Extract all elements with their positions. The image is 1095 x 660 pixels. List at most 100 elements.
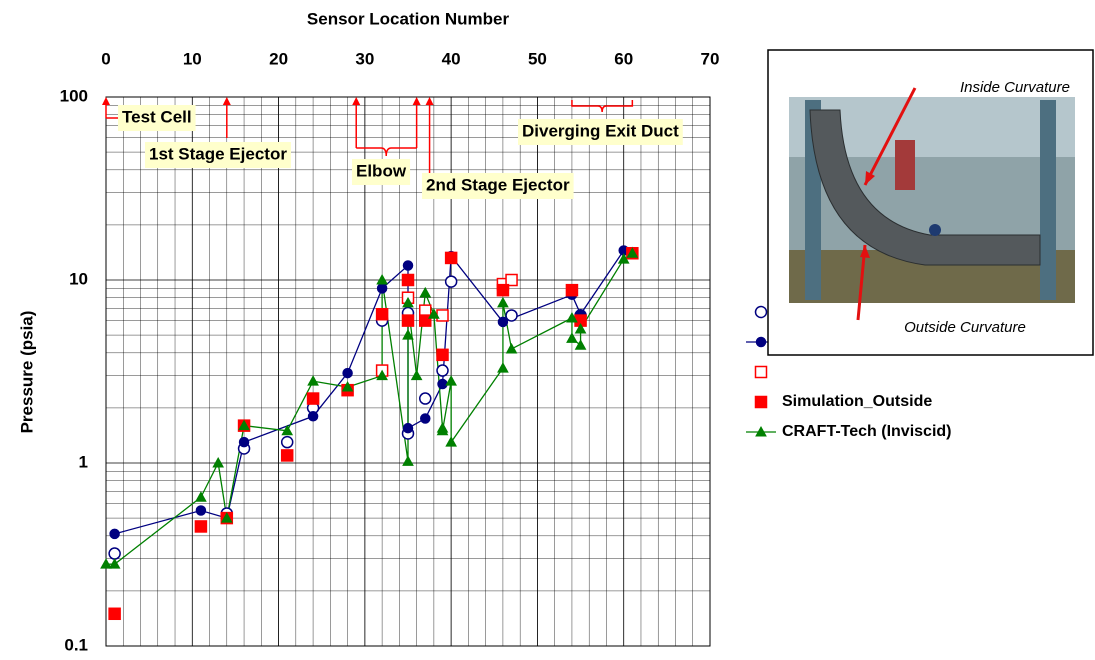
point [376, 283, 388, 294]
x-tick-label: 10 [183, 49, 202, 68]
annotation-box [518, 119, 683, 145]
y-axis-label: Pressure (psia) [17, 311, 36, 434]
point [410, 369, 423, 381]
point [238, 436, 250, 448]
point [497, 296, 509, 308]
point [401, 273, 415, 287]
photo-arrowhead [860, 245, 870, 258]
point [376, 369, 388, 381]
point [100, 558, 112, 569]
legend-marker [754, 365, 768, 379]
photo-label: Outside Curvature [904, 319, 1026, 336]
annotation-bracket [571, 100, 634, 113]
photo-post [1040, 100, 1056, 300]
annotation: Test Cell [122, 107, 192, 126]
y-tick-label: 1 [79, 452, 88, 471]
point [212, 456, 225, 468]
photo-label: Inside Curvature [960, 79, 1070, 96]
x-tick-label: 30 [355, 49, 374, 68]
legend-marker [755, 425, 767, 437]
point [402, 422, 414, 434]
point [617, 253, 630, 264]
point [496, 283, 510, 297]
annotation-arrowhead [412, 97, 421, 105]
point [505, 273, 518, 287]
point [436, 348, 449, 362]
annotation-arrowhead [222, 97, 231, 105]
point [195, 491, 207, 502]
y-tick-label: 10 [69, 269, 88, 288]
plot [100, 245, 639, 621]
point [436, 309, 449, 322]
point [109, 528, 120, 540]
photo-valve [929, 224, 941, 236]
annotation-arrowhead [425, 97, 434, 105]
point [280, 435, 294, 449]
point [566, 332, 578, 343]
annotation-box [422, 173, 574, 199]
annotations: Test Cell 1st Stage Ejector Elbow 2nd Stage… [102, 97, 683, 199]
point [497, 362, 509, 373]
point [436, 424, 449, 436]
point [436, 364, 449, 377]
x-tick-label: 60 [614, 49, 633, 68]
annotation: Diverging Exit Duct [522, 121, 679, 140]
point [505, 342, 518, 354]
annotation-bracket [356, 147, 417, 157]
point [307, 411, 319, 422]
point [402, 455, 414, 466]
point [220, 512, 233, 523]
x-tick-label: 0 [101, 49, 110, 68]
x-tick-label: 50 [528, 49, 547, 68]
legend-marker [754, 395, 768, 409]
legend-label: CRAFT-Tech (Inviscid) [782, 423, 952, 440]
annotation-arrowhead [352, 97, 361, 105]
point [419, 314, 432, 327]
point [401, 314, 415, 327]
x-tick-label: 40 [442, 49, 461, 68]
point [419, 392, 432, 405]
photo-valve [895, 140, 915, 190]
point [108, 558, 121, 569]
point [437, 378, 448, 390]
point [419, 286, 432, 298]
plot-border [105, 96, 711, 647]
point [626, 247, 639, 258]
legend-marker [754, 305, 768, 319]
point [108, 547, 121, 560]
point [195, 505, 207, 516]
point [307, 375, 319, 386]
point [402, 296, 414, 308]
point [565, 283, 579, 297]
point [194, 520, 208, 533]
point [342, 367, 353, 379]
point [574, 339, 587, 350]
annotation-box [118, 105, 196, 131]
point [566, 311, 578, 323]
point [375, 307, 389, 321]
grid: 0 10 20 30 40 50 60 70 100 10 1 0.1 [60, 49, 720, 654]
annotation-arrowhead [102, 97, 110, 105]
y-tick-label: 0.1 [64, 635, 88, 654]
y-tick-label: 100 [60, 86, 88, 105]
point [505, 309, 518, 322]
photo-pipe [809, 109, 1041, 266]
annotation-box [145, 142, 291, 168]
annotation-box [352, 159, 411, 185]
annotation: 1st Stage Ejector [149, 144, 287, 163]
annotation: Elbow [356, 161, 407, 180]
point [238, 419, 250, 431]
point [306, 392, 320, 405]
legend-label: Simulation_Outside [782, 393, 932, 410]
point [376, 273, 388, 285]
photo-arrow [863, 87, 917, 186]
point [341, 381, 354, 392]
point [444, 275, 458, 288]
point [428, 308, 440, 319]
annotation: 2nd Stage Ejector [426, 175, 570, 194]
x-tick-label: 70 [701, 49, 720, 68]
x-tick-label: 20 [269, 49, 288, 68]
point [281, 424, 294, 436]
photo-arrow [856, 244, 867, 321]
chart-title: Sensor Location Number [307, 9, 510, 28]
